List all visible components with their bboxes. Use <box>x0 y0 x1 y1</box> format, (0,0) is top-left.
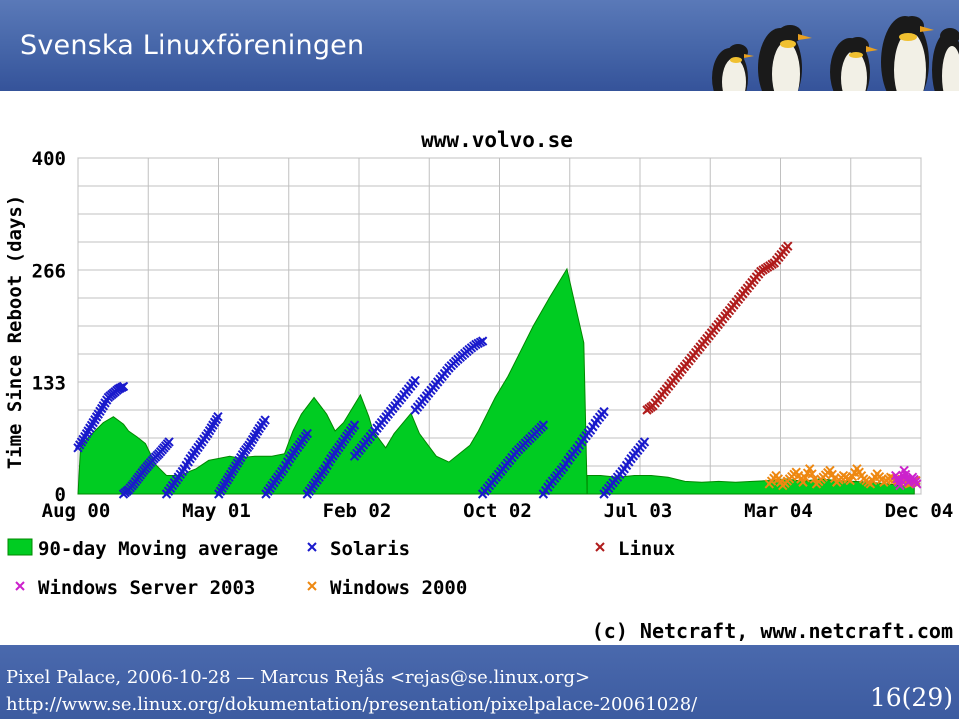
x-stroke <box>260 415 270 425</box>
data-marks <box>73 241 922 499</box>
x-stroke <box>899 465 909 476</box>
solaris-point <box>599 406 609 417</box>
x-stroke <box>477 336 488 346</box>
legend-item: 90-day Moving average <box>7 538 278 560</box>
legend-label: Solaris <box>330 538 410 560</box>
linux-point <box>783 241 793 251</box>
x-stroke <box>805 464 815 474</box>
y-tick-label: 400 <box>32 148 66 170</box>
x-stroke <box>825 465 835 476</box>
x-stroke <box>349 420 360 430</box>
x-stroke <box>783 241 793 251</box>
legend-label: Windows 2000 <box>330 577 467 599</box>
footer-author-line: Pixel Palace, 2006-10-28 — Marcus Rejås … <box>6 667 591 688</box>
x-stroke <box>599 406 609 417</box>
legend-swatch <box>7 538 33 556</box>
legend-item: Windows Server 2003 <box>15 577 255 599</box>
legend-swatch <box>307 581 317 591</box>
footer-url-link[interactable]: http://www.se.linux.org/dokumentation/pr… <box>6 694 698 715</box>
y-tick-label: 0 <box>55 484 66 506</box>
solaris-point <box>349 420 360 430</box>
x-stroke <box>410 375 420 386</box>
penguin-2-image <box>758 25 812 91</box>
x-stroke <box>164 437 174 447</box>
x-stroke <box>798 477 808 487</box>
windows_2000-point <box>807 469 817 479</box>
solaris-point <box>639 437 650 447</box>
x-stroke <box>213 412 223 422</box>
x-stroke <box>118 381 129 392</box>
slide-header: Svenska Linuxföreningen <box>0 0 959 91</box>
x-stroke <box>639 437 650 447</box>
legend-swatch <box>15 581 25 591</box>
legend-item: Solaris <box>307 538 410 560</box>
windows_2000-point <box>800 472 810 483</box>
page-number: 16(29) <box>869 683 953 712</box>
solaris-point <box>213 412 223 422</box>
y-axis-label: Time Since Reboot (days) <box>4 195 26 470</box>
penguin-1-image <box>712 44 754 91</box>
x-stroke <box>912 479 922 489</box>
x-stroke <box>900 469 911 480</box>
x-stroke <box>891 470 901 481</box>
legend-item: Linux <box>595 538 675 560</box>
solaris-point <box>260 415 270 425</box>
legend-label: Linux <box>618 538 675 560</box>
x-stroke <box>538 420 549 430</box>
penguin-5-image <box>932 28 959 91</box>
chart-title: www.volvo.se <box>421 128 573 152</box>
solaris-point <box>477 336 488 346</box>
x-tick-labels: Aug 00 May 01 Feb 02 Oct 02 Jul 03 Mar 04 Dec … <box>42 500 954 522</box>
slide-footer: Pixel Palace, 2006-10-28 — Marcus Rejås … <box>0 645 959 719</box>
x-tick-label: Mar 04 <box>744 500 813 522</box>
moving-average-fill <box>77 267 588 495</box>
x-tick-label: Aug 00 <box>42 500 111 522</box>
y-tick-labels: 0 133 266 400 <box>32 148 66 506</box>
legend-label: Windows Server 2003 <box>38 577 255 599</box>
windows_server_2003-point <box>912 479 922 489</box>
solaris-point <box>538 420 549 430</box>
legend-label: 90-day Moving average <box>38 538 278 560</box>
x-stroke <box>807 469 817 479</box>
penguin-4-image <box>881 16 934 91</box>
y-tick-label: 133 <box>32 372 66 394</box>
legend-swatch <box>307 542 317 552</box>
x-tick-label: Feb 02 <box>323 500 392 522</box>
x-stroke <box>829 473 840 484</box>
slide-title: Svenska Linuxföreningen <box>20 30 365 61</box>
x-tick-label: Oct 02 <box>463 500 532 522</box>
solaris-point <box>302 428 313 439</box>
x-tick-label: Jul 03 <box>604 500 673 522</box>
x-stroke <box>892 474 902 484</box>
x-tick-label: May 01 <box>182 500 251 522</box>
x-stroke <box>302 428 313 439</box>
x-stroke <box>827 469 837 480</box>
solaris-point <box>164 437 174 447</box>
windows_2000-point <box>798 477 808 487</box>
y-tick-label: 266 <box>32 261 66 283</box>
penguins-image <box>712 16 959 91</box>
windows_2000-point <box>805 464 815 474</box>
x-stroke <box>800 472 810 483</box>
chart-legend: 90-day Moving average Solaris Linux Windows… <box>7 538 675 599</box>
solaris-point <box>410 375 420 386</box>
solaris-point <box>118 381 129 392</box>
x-tick-label: Dec 04 <box>885 500 954 522</box>
legend-swatch <box>595 542 605 552</box>
chart-copyright: (c) Netcraft, www.netcraft.com <box>592 619 953 643</box>
uptime-chart: www.volvo.se Time Since Reboot (days) 0 1… <box>4 128 954 643</box>
legend-item: Windows 2000 <box>307 577 467 599</box>
penguin-3-image <box>830 37 878 91</box>
